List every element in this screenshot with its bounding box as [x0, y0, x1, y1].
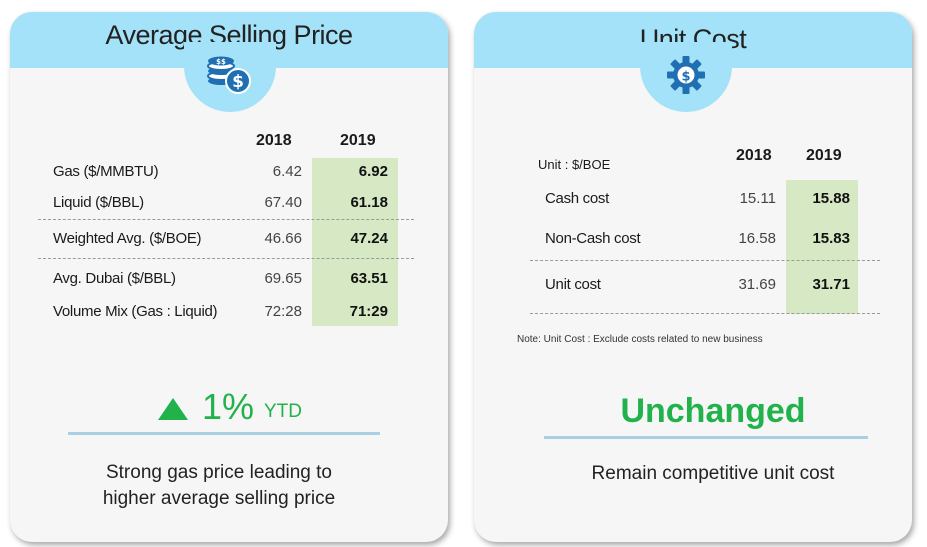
header-2019: 2019	[340, 132, 376, 149]
caption: Strong gas price leading to higher avera…	[10, 460, 428, 512]
svg-text:$$: $$	[216, 58, 226, 66]
row-divider	[530, 260, 880, 261]
row-label: Volume Mix (Gas : Liquid)	[53, 303, 218, 320]
header-2019: 2019	[806, 147, 842, 164]
row-divider	[38, 219, 414, 220]
change-suffix: YTD	[264, 401, 302, 422]
value-2019: 15.83	[812, 230, 850, 247]
row-label: Avg. Dubai ($/BBL)	[53, 270, 176, 287]
svg-text:$: $	[232, 72, 244, 92]
unit-cost-card: Unit Cost $ Unit : $/BOE	[474, 12, 912, 542]
caption: Remain competitive unit cost	[591, 463, 835, 484]
row-label: Unit cost	[545, 276, 601, 293]
row-label: Weighted Avg. ($/BOE)	[53, 230, 202, 247]
row-divider	[530, 313, 880, 314]
value-2018: 69.65	[264, 270, 302, 287]
highlight-2019-column	[786, 180, 858, 314]
header-2018: 2018	[256, 132, 292, 149]
icon-badge: $$ $	[184, 42, 276, 112]
underline	[544, 436, 868, 439]
row-label: Gas ($/MMBTU)	[53, 163, 159, 180]
value-2019: 61.18	[350, 194, 388, 211]
average-selling-price-card: Average Selling Price $$ $ 2018 2019 Gas…	[10, 12, 448, 542]
value-2018: 16.58	[738, 230, 776, 247]
value-2019: 31.71	[812, 276, 850, 293]
highlight-2019-column	[312, 158, 398, 326]
value-2018: 15.11	[739, 190, 776, 207]
value-2018: 6.42	[272, 163, 302, 180]
row-label: Liquid ($/BBL)	[53, 194, 144, 211]
underline	[68, 432, 380, 435]
caption-line-2: higher average selling price	[102, 488, 336, 509]
value-2019: 63.51	[350, 270, 388, 287]
footnote: Note: Unit Cost : Exclude costs related …	[517, 334, 763, 345]
money-coins-icon: $$ $	[204, 53, 256, 102]
row-divider	[38, 258, 414, 259]
change-value: 1%	[202, 386, 255, 427]
value-2018: 72:28	[264, 303, 302, 320]
caption-line-1: Strong gas price leading to	[105, 462, 333, 483]
triangle-up-icon	[158, 398, 188, 425]
header-2018: 2018	[736, 147, 772, 164]
value-2018: 67.40	[264, 194, 302, 211]
unit-label: Unit : $/BOE	[538, 157, 611, 172]
row-label: Cash cost	[545, 190, 609, 207]
svg-text:$: $	[681, 69, 690, 84]
value-2019: 47.24	[350, 230, 388, 247]
value-2019: 71:29	[349, 303, 388, 320]
value-2018: 46.66	[264, 230, 302, 247]
row-label: Non-Cash cost	[545, 230, 641, 247]
gear-dollar-icon: $	[666, 55, 706, 100]
status-text: Unchanged	[620, 392, 806, 430]
value-2019: 6.92	[358, 163, 388, 180]
value-2019: 15.88	[812, 190, 850, 207]
icon-badge: $	[640, 42, 732, 112]
value-2018: 31.69	[738, 276, 776, 293]
